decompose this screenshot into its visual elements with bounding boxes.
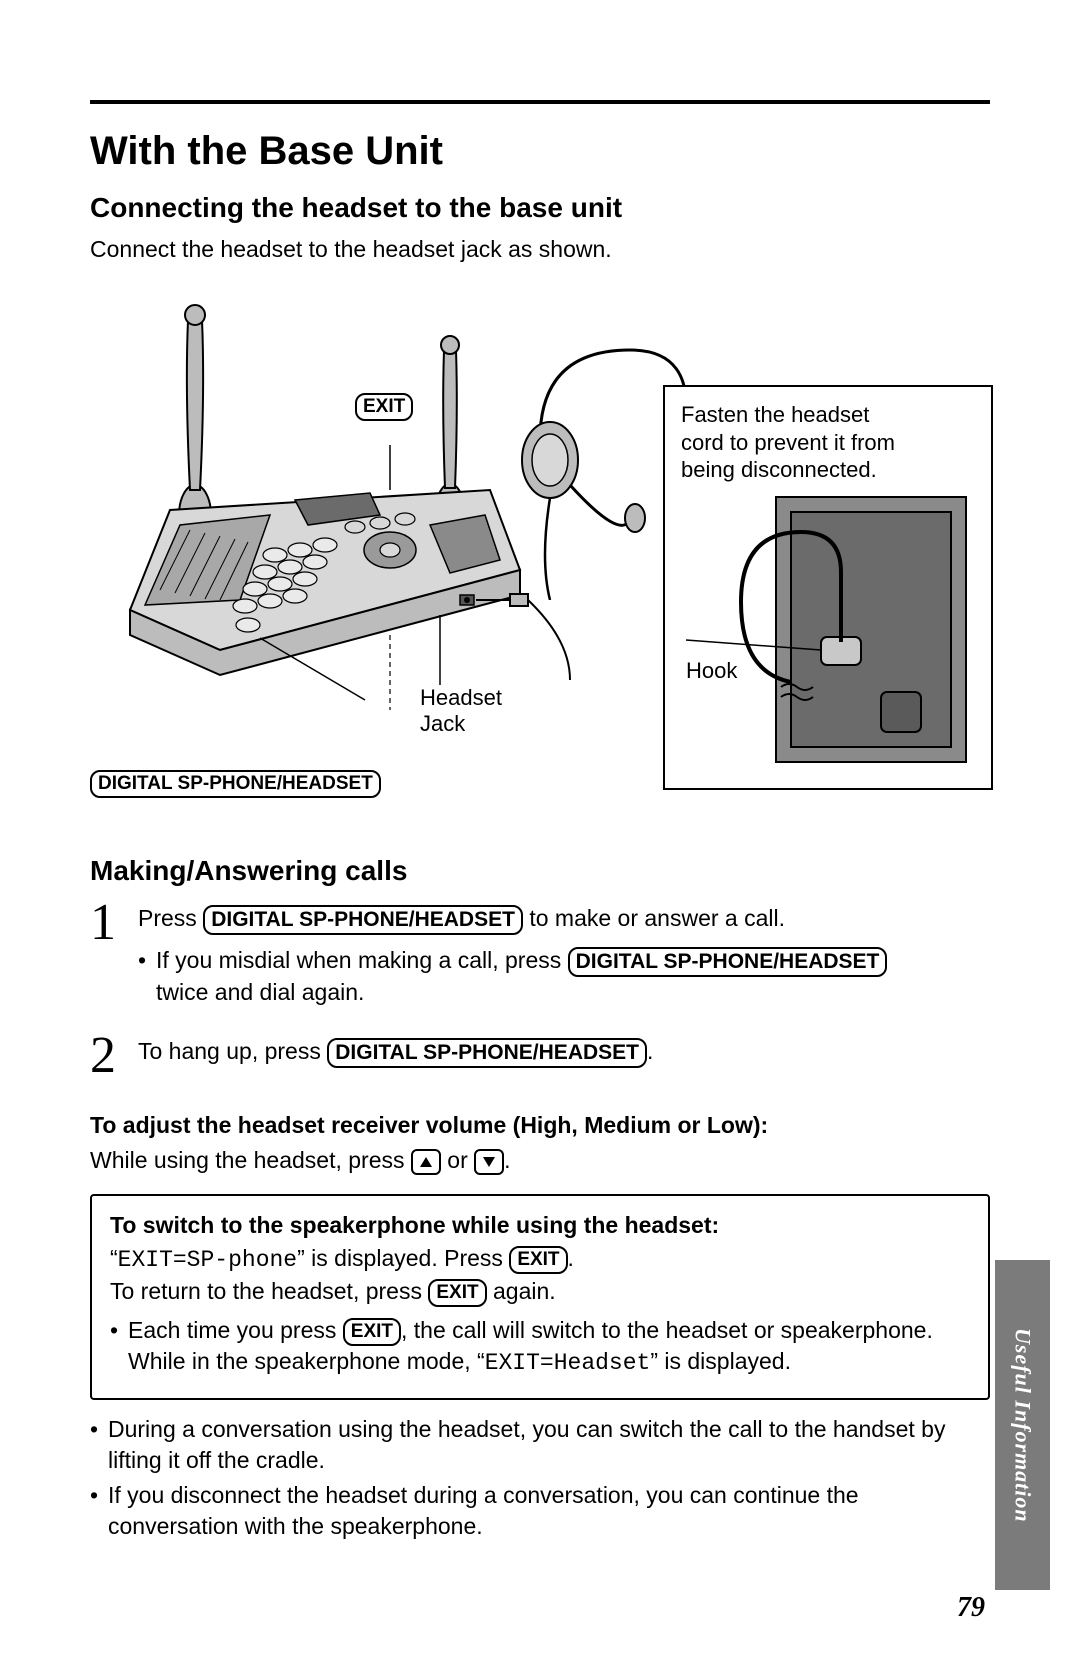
step-1-bullet-b: twice and dial again. (156, 977, 887, 1008)
step-1: 1 Press DIGITAL SP-PHONE/HEADSET to make… (90, 897, 990, 1008)
infobox-l1a: “ (110, 1245, 118, 1271)
after-box-b2: If you disconnect the headset during a c… (108, 1480, 990, 1542)
bullet-icon: • (90, 1480, 108, 1542)
section-making-calls-title: Making/Answering calls (90, 855, 990, 887)
step-2-text-b: . (647, 1038, 653, 1064)
volume-line-c: . (504, 1147, 510, 1173)
callout-headset-jack: Headset Jack (420, 685, 502, 738)
diagram-base-unit-headset: EXIT Headset Jack DIGITAL SP-PHONE/HEADS… (90, 280, 990, 835)
after-box-bullets: • During a conversation using the headse… (90, 1414, 990, 1542)
exit-button-label-3: EXIT (343, 1318, 401, 1346)
volume-line-a: While using the headset, press (90, 1147, 411, 1173)
bullet-icon: • (110, 1315, 128, 1379)
infobox-b1c: ” is displayed. (650, 1348, 791, 1374)
infobox-l1-mono: EXIT=SP-phone (118, 1247, 297, 1273)
callout-digital-button: DIGITAL SP-PHONE/HEADSET (90, 770, 381, 798)
detail-box-cord: Fasten the headset cord to prevent it fr… (663, 385, 993, 790)
digital-button-label-3: DIGITAL SP-PHONE/HEADSET (327, 1038, 647, 1068)
infobox-l1b: ” is displayed. Press (297, 1245, 509, 1271)
page-number: 79 (957, 1592, 985, 1624)
page-title: With the Base Unit (90, 129, 990, 174)
volume-block: To adjust the headset receiver volume (H… (90, 1110, 990, 1176)
callout-exit-button: EXIT (355, 393, 413, 421)
exit-button-label: EXIT (509, 1246, 567, 1274)
volume-line-b: or (441, 1147, 474, 1173)
section-connecting-title: Connecting the headset to the base unit (90, 192, 990, 224)
digital-button-label: DIGITAL SP-PHONE/HEADSET (203, 905, 523, 935)
bullet-icon: • (90, 1414, 108, 1476)
infobox-l2a: To return to the headset, press (110, 1278, 428, 1304)
digital-button-label-2: DIGITAL SP-PHONE/HEADSET (568, 947, 888, 977)
section-connecting-intro: Connect the headset to the headset jack … (90, 234, 990, 265)
infobox-b1a: Each time you press (128, 1317, 343, 1343)
speakerphone-info-box: To switch to the speakerphone while usin… (90, 1194, 990, 1399)
infobox-l1c: . (568, 1245, 574, 1271)
infobox-b1-mono: EXIT=Headset (485, 1350, 651, 1376)
up-arrow-button-icon (411, 1149, 441, 1175)
down-arrow-button-icon (474, 1149, 504, 1175)
step-1-number: 1 (90, 897, 138, 949)
volume-heading: To adjust the headset receiver volume (H… (90, 1110, 990, 1141)
step-2-text-a: To hang up, press (138, 1038, 327, 1064)
bullet-icon: • (138, 945, 156, 1008)
step-2-number: 2 (90, 1030, 138, 1082)
step-1-bullet-a: If you misdial when making a call, press (156, 947, 568, 973)
step-1-text-b: to make or answer a call. (523, 905, 785, 931)
callout-hook: Hook (686, 658, 737, 684)
step-1-text-a: Press (138, 905, 203, 931)
infobox-l2b: again. (487, 1278, 556, 1304)
exit-button-label-2: EXIT (428, 1279, 486, 1307)
after-box-b1: During a conversation using the headset,… (108, 1414, 990, 1476)
sidebar-tab-useful-information: Useful Information (995, 1260, 1050, 1590)
step-2: 2 To hang up, press DIGITAL SP-PHONE/HEA… (90, 1030, 990, 1082)
infobox-heading: To switch to the speakerphone while usin… (110, 1210, 970, 1241)
